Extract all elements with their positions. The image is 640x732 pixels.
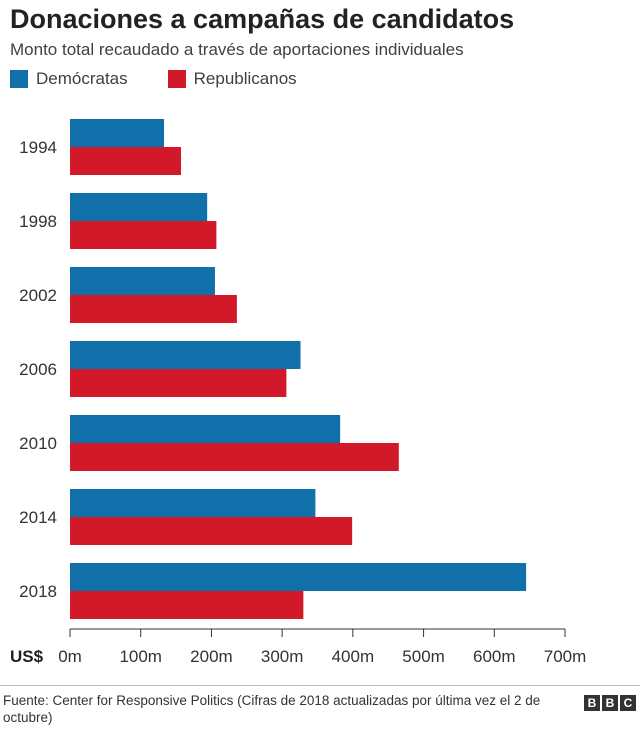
bar-republicanos-2018 (70, 591, 304, 619)
legend: Demócratas Republicanos (10, 69, 337, 89)
bar-republicanos-1998 (70, 221, 217, 249)
y-tick-label: 2018 (19, 582, 57, 601)
y-tick-label: 1994 (19, 138, 57, 157)
x-tick-label: 400m (332, 647, 375, 666)
legend-label-democratas: Demócratas (36, 69, 128, 88)
bar-demcratas-2002 (70, 267, 215, 295)
bbc-logo-letter: C (620, 695, 636, 711)
chart-subtitle: Monto total recaudado a través de aporta… (10, 40, 464, 59)
bar-republicanos-2010 (70, 443, 399, 471)
bar-demcratas-2010 (70, 415, 341, 443)
x-tick-label: 500m (402, 647, 445, 666)
legend-item-republicanos: Republicanos (167, 69, 297, 89)
bbc-logo-letter: B (602, 695, 618, 711)
bbc-logo-letter: B (584, 695, 600, 711)
bar-chart: 1994 1998 2002 2006 2010 2014 2018 0m 100m 200m 30… (10, 119, 587, 666)
x-tick-label: 700m (544, 647, 587, 666)
bar-demcratas-2006 (70, 341, 301, 369)
y-tick-label: 2002 (19, 286, 57, 305)
bar-demcratas-2014 (70, 489, 316, 517)
bbc-logo: B B C (584, 695, 636, 711)
bar-republicanos-2006 (70, 369, 287, 397)
x-tick-label: 100m (119, 647, 162, 666)
y-tick-label: 2006 (19, 360, 57, 379)
x-tick-label: 200m (190, 647, 233, 666)
source-note: Fuente: Center for Responsive Politics (… (3, 693, 541, 725)
y-tick-label: 2014 (19, 508, 57, 527)
chart-title: Donaciones a campañas de candidatos (10, 4, 515, 34)
y-tick-label: 2010 (19, 434, 57, 453)
legend-swatch-democratas (10, 70, 28, 88)
bar-republicanos-2014 (70, 517, 353, 545)
x-tick-label: 0m (58, 647, 82, 666)
bar-demcratas-2018 (70, 563, 527, 591)
x-tick-label: 300m (261, 647, 304, 666)
y-tick-label: 1998 (19, 212, 57, 231)
legend-item-democratas: Demócratas (10, 69, 128, 89)
bar-republicanos-2002 (70, 295, 237, 323)
x-unit-label: US$ (10, 647, 44, 666)
bar-demcratas-1994 (70, 119, 165, 147)
footer-divider (0, 685, 640, 686)
bar-republicanos-1994 (70, 147, 182, 175)
legend-swatch-republicanos (167, 70, 186, 88)
bar-demcratas-1998 (70, 193, 208, 221)
legend-label-republicanos: Republicanos (193, 69, 297, 88)
x-tick-label: 600m (473, 647, 516, 666)
